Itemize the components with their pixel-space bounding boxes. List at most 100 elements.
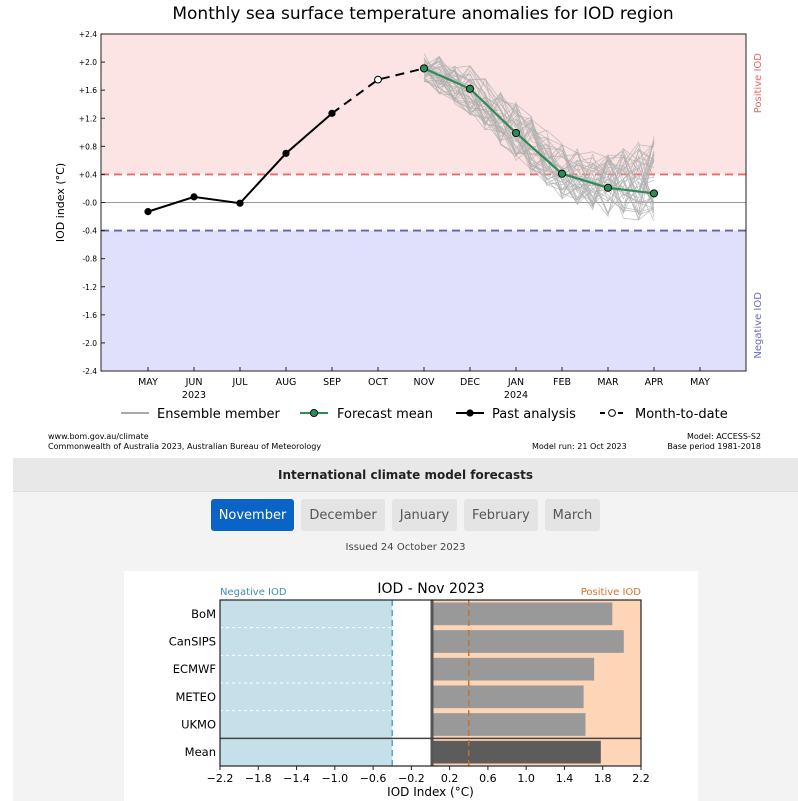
ensemble-member-line [423,66,655,192]
x-tick-label: MAR [597,377,619,388]
section-title: International climate model forecasts [13,459,798,492]
category-label: Mean [185,745,216,759]
x-tick-label: 1.0 [517,772,535,785]
y-tick-label: +0.4 [79,170,97,179]
footer-model: Model: ACCESS-S2 [687,432,761,441]
x-tick-label: −1.8 [245,772,272,785]
negative-iod-label: Negative IOD [753,292,764,359]
ensemble-member-line [423,61,655,213]
ensemble-member-line [423,66,655,205]
x-tick-label: 1.8 [594,772,612,785]
y-tick-label: -2.4 [82,367,97,376]
footer-model-run: Model run: 21 Oct 2023 [532,442,627,451]
negative-iod-label: Negative IOD [220,587,287,598]
x-tick-label: −0.2 [398,772,425,785]
x-tick-label: 1.4 [556,772,574,785]
forecast-mean-line [423,67,655,195]
international-forecasts-panel: International climate model forecasts No… [13,458,798,801]
legend-mtd-label: Month-to-date [635,407,728,422]
y-tick-label: -1.6 [82,311,97,320]
model-bar-chart: IOD - Nov 2023 Negative IOD Positive IOD … [124,571,698,801]
positive-iod-label: Positive IOD [581,587,642,598]
legend-forecast-marker [309,408,319,418]
footer-base-period: Base period 1981-2018 [667,442,761,451]
issued-date: Issued 24 October 2023 [345,542,466,553]
past-analysis-point [282,149,290,157]
plot-frame [219,599,642,767]
past-analysis-point [236,199,244,207]
x-tick-label: APR [645,377,664,388]
x-axis-label: IOD Index (°C) [387,785,474,799]
x-tick-label: −1.4 [283,772,310,785]
y-tick-label: -0.8 [82,255,97,264]
category-label: ECMWF [173,662,216,676]
y-axis-label: IOD index (°C) [54,163,67,242]
model-bar [430,740,601,764]
month-to-date-point [374,75,382,84]
bar-chart-title: IOD - Nov 2023 [377,581,484,597]
tab-november[interactable]: November [210,499,295,531]
x-tick-label: −1.0 [321,772,348,785]
top-iod-chart: Monthly sea surface temperature anomalie… [48,4,764,451]
tab-march[interactable]: March [544,499,601,531]
y-tick-label: +0.8 [79,142,97,151]
ensemble-member-line [423,70,655,218]
model-bar [430,713,586,736]
category-label: CanSIPS [169,635,216,649]
x-year-label: 2023 [182,390,206,401]
x-tick-label: SEP [323,377,341,388]
forecast-mean-point [511,128,521,138]
y-tick-label: -0.0 [82,199,97,208]
tab-february[interactable]: February [464,499,538,531]
x-tick-label: MAY [138,377,158,388]
x-tick-label: JUL [231,377,248,388]
x-tick-label: JAN [507,377,524,388]
x-tick-label: 0.6 [479,772,497,785]
model-bar [430,630,624,653]
x-tick-label: JUN [185,377,203,388]
category-label: UKMO [181,718,216,732]
y-tick-label: -1.2 [82,283,97,292]
model-bar [430,602,613,626]
legend-mtd-marker [608,409,616,417]
ensemble-member-line [423,63,655,207]
x-tick-label: AUG [276,377,297,388]
x-tick-label: OCT [368,377,388,388]
category-label: BoM [191,607,216,621]
past-analysis-point [190,193,198,201]
x-tick-label: −2.2 [207,772,234,785]
x-tick-label: DEC [460,377,480,388]
forecast-mean-point [557,169,567,178]
negative-iod-region [101,230,746,371]
forecast-mean-point [419,64,429,73]
x-tick-label: −0.6 [360,772,387,785]
legend-forecast-label: Forecast mean [337,407,433,422]
model-bar [430,657,595,681]
month-to-date-link [331,67,425,115]
y-tick-label: +2.0 [79,58,97,67]
positive-iod-region [101,34,746,175]
top-chart-title: Monthly sea surface temperature anomalie… [172,4,673,24]
x-year-label: 2024 [504,390,528,401]
y-tick-label: -2.0 [82,339,97,348]
positive-iod-label: Positive IOD [753,53,764,114]
y-tick-label: +1.6 [79,86,97,95]
ensemble-member-line [423,61,655,206]
ensemble-member-line [423,55,655,216]
ensemble-member-line [423,74,655,185]
x-tick-label: NOV [414,377,435,388]
zero-axis-bar [430,600,434,766]
tab-january[interactable]: January [391,499,458,531]
past-analysis-point [144,208,152,216]
x-tick-label: 0.2 [441,772,459,785]
footer-copyright: Commonwealth of Australia 2023, Australi… [48,442,321,451]
ensemble-member-line [423,53,655,209]
y-tick-label: +2.4 [79,30,97,39]
x-tick-label: MAY [690,377,710,388]
tab-december[interactable]: December [301,499,385,531]
model-bar [430,685,584,709]
y-tick-label: -0.4 [82,227,97,236]
category-label: METEO [175,690,216,704]
y-tick-label: +1.2 [79,114,97,123]
ensemble-member-line [423,60,655,204]
